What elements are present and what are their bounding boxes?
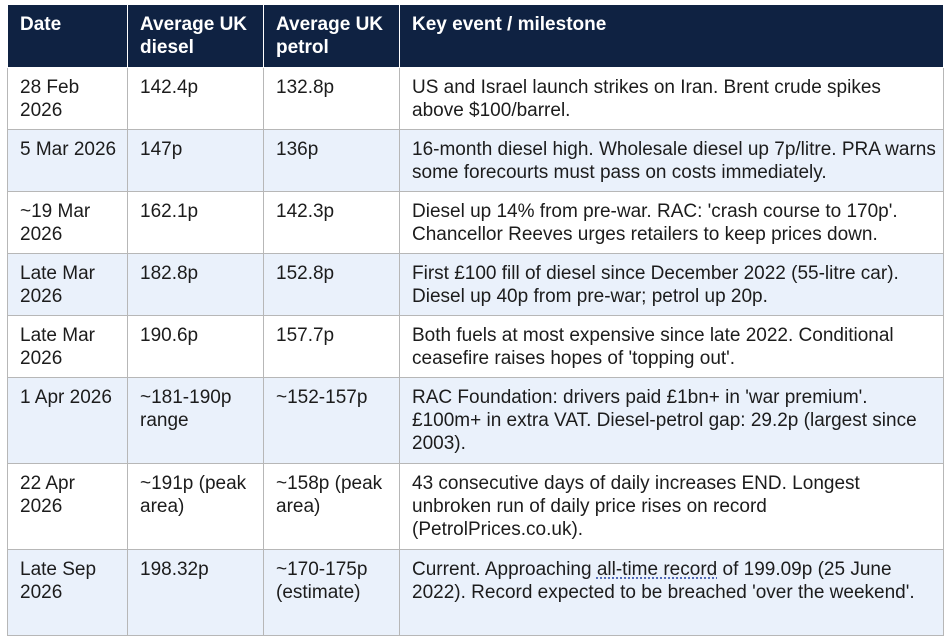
table-row: 22 Apr 2026 ~191p (peak area) ~158p (pea… bbox=[7, 463, 944, 550]
cell-date: 1 Apr 2026 bbox=[7, 377, 128, 464]
cell-date: Late Mar 2026 bbox=[7, 315, 128, 378]
cell-event: RAC Foundation: drivers paid £1bn+ in 'w… bbox=[399, 377, 944, 464]
cell-event: 43 consecutive days of daily increases E… bbox=[399, 463, 944, 550]
cell-diesel: 147p bbox=[127, 129, 264, 192]
event-text-post: of 199.09p (25 June 2022). Record expect… bbox=[412, 559, 915, 603]
header-petrol: Average UK petrol bbox=[263, 4, 400, 68]
header-diesel: Average UK diesel bbox=[127, 4, 264, 68]
cell-petrol: 136p bbox=[263, 129, 400, 192]
cell-diesel: ~191p (peak area) bbox=[127, 463, 264, 550]
table-row: ~19 Mar 2026 162.1p 142.3p Diesel up 14%… bbox=[7, 191, 944, 254]
table-row: 5 Mar 2026 147p 136p 16-month diesel hig… bbox=[7, 129, 944, 192]
fuel-price-table: Date Average UK diesel Average UK petrol… bbox=[7, 4, 944, 636]
cell-petrol: ~152-157p bbox=[263, 377, 400, 464]
table-row: 28 Feb 2026 142.4p 132.8p US and Israel … bbox=[7, 67, 944, 130]
cell-date: 22 Apr 2026 bbox=[7, 463, 128, 550]
fuel-price-table-container: Date Average UK diesel Average UK petrol… bbox=[7, 4, 944, 636]
cell-diesel: 198.32p bbox=[127, 549, 264, 636]
event-text-underlined: all-time record bbox=[596, 559, 718, 580]
cell-date: ~19 Mar 2026 bbox=[7, 191, 128, 254]
cell-petrol: 142.3p bbox=[263, 191, 400, 254]
cell-event: 16-month diesel high. Wholesale diesel u… bbox=[399, 129, 944, 192]
table-header-row: Date Average UK diesel Average UK petrol… bbox=[7, 4, 944, 68]
cell-event: US and Israel launch strikes on Iran. Br… bbox=[399, 67, 944, 130]
header-event: Key event / milestone bbox=[399, 4, 944, 68]
cell-date: Late Mar 2026 bbox=[7, 253, 128, 316]
cell-diesel: 162.1p bbox=[127, 191, 264, 254]
cell-petrol: ~170-175p (estimate) bbox=[263, 549, 400, 636]
table-row: 1 Apr 2026 ~181-190p range ~152-157p RAC… bbox=[7, 377, 944, 464]
cell-date: 5 Mar 2026 bbox=[7, 129, 128, 192]
cell-petrol: 132.8p bbox=[263, 67, 400, 130]
cell-petrol: 157.7p bbox=[263, 315, 400, 378]
table-row: Late Mar 2026 182.8p 152.8p First £100 f… bbox=[7, 253, 944, 316]
table-row: Late Mar 2026 190.6p 157.7p Both fuels a… bbox=[7, 315, 944, 378]
cell-diesel: 142.4p bbox=[127, 67, 264, 130]
cell-date: 28 Feb 2026 bbox=[7, 67, 128, 130]
cell-petrol: 152.8p bbox=[263, 253, 400, 316]
cell-event: Both fuels at most expensive since late … bbox=[399, 315, 944, 378]
cell-diesel: ~181-190p range bbox=[127, 377, 264, 464]
header-date: Date bbox=[7, 4, 128, 68]
cell-petrol: ~158p (peak area) bbox=[263, 463, 400, 550]
cell-diesel: 190.6p bbox=[127, 315, 264, 378]
cell-event: First £100 fill of diesel since December… bbox=[399, 253, 944, 316]
table-row: Late Sep 2026 198.32p ~170-175p (estimat… bbox=[7, 549, 944, 636]
cell-diesel: 182.8p bbox=[127, 253, 264, 316]
cell-event: Current. Approaching all-time record of … bbox=[399, 549, 944, 636]
cell-date: Late Sep 2026 bbox=[7, 549, 128, 636]
cell-event: Diesel up 14% from pre-war. RAC: 'crash … bbox=[399, 191, 944, 254]
event-text-pre: Current. Approaching bbox=[412, 559, 597, 580]
